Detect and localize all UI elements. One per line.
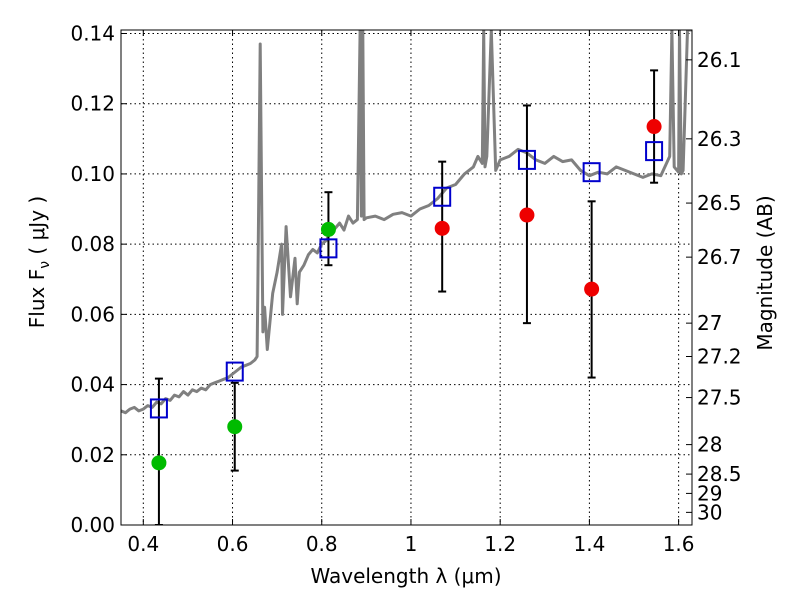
green-point xyxy=(227,419,243,435)
right-axis-label: Magnitude (AB) xyxy=(753,195,777,350)
model-square-point xyxy=(149,398,168,419)
x-axis-label: Wavelength λ (μm) xyxy=(310,564,501,588)
x-tick-label: 1.2 xyxy=(484,532,516,556)
right-tick-label: 26.7 xyxy=(697,245,742,269)
x-tick-label: 1.6 xyxy=(663,532,695,556)
x-tick-label: 1.4 xyxy=(573,532,605,556)
green-point xyxy=(151,455,167,471)
right-tick-label: 28 xyxy=(697,433,722,457)
y-axis-label-sub: ν xyxy=(37,261,53,269)
model-square-point xyxy=(645,141,664,162)
model-square-point xyxy=(517,149,536,170)
model-square-point xyxy=(433,186,452,207)
y-tick-label: 0.00 xyxy=(70,513,115,537)
plot-frame xyxy=(120,29,693,526)
y-axis-label: Flux Fν ( μJy ) xyxy=(25,196,53,328)
y-tick-label: 0.06 xyxy=(70,302,115,326)
y-tick-label: 0.14 xyxy=(70,22,115,46)
x-tick-label: 0.8 xyxy=(306,532,338,556)
x-tick-label: 0.6 xyxy=(217,532,249,556)
x-tick-label: 0.4 xyxy=(127,532,159,556)
right-tick-label: 28.5 xyxy=(697,462,742,486)
template-spectrum-line xyxy=(121,30,692,415)
y-axis-label-unit: ( μJy ) xyxy=(25,196,49,261)
x-tick-label: 1 xyxy=(405,532,418,556)
y-tick-label: 0.02 xyxy=(70,443,115,467)
model-square-point xyxy=(225,361,244,382)
red-point xyxy=(519,207,535,223)
right-tick-label: 30 xyxy=(697,500,722,524)
red-point xyxy=(434,220,450,236)
right-tick-label: 26.1 xyxy=(697,48,742,72)
y-tick-label: 0.04 xyxy=(70,373,115,397)
right-tick-label: 27.2 xyxy=(697,344,742,368)
green-point xyxy=(320,221,336,237)
right-tick-label: 27.5 xyxy=(697,386,742,410)
ticks: 0.4 0.6 0.8 1 1.2 1.4 1.6 0.00 0.02 0.04 0.06 0.08 0… xyxy=(70,22,741,556)
model-square-point xyxy=(319,238,338,259)
y-tick-label: 0.08 xyxy=(70,232,115,256)
red-point xyxy=(646,119,662,135)
y-tick-label: 0.12 xyxy=(70,92,115,116)
y-axis-label-main: Flux F xyxy=(25,269,49,328)
right-tick-label: 26.5 xyxy=(697,191,742,215)
y-tick-label: 0.10 xyxy=(70,162,115,186)
grid xyxy=(121,30,692,526)
red-point xyxy=(584,281,600,297)
right-tick-label: 29 xyxy=(697,481,722,505)
plot-area xyxy=(121,30,692,525)
right-tick-label: 27 xyxy=(697,311,722,335)
model-square-point xyxy=(582,162,601,183)
right-tick-label: 26.3 xyxy=(697,127,742,151)
